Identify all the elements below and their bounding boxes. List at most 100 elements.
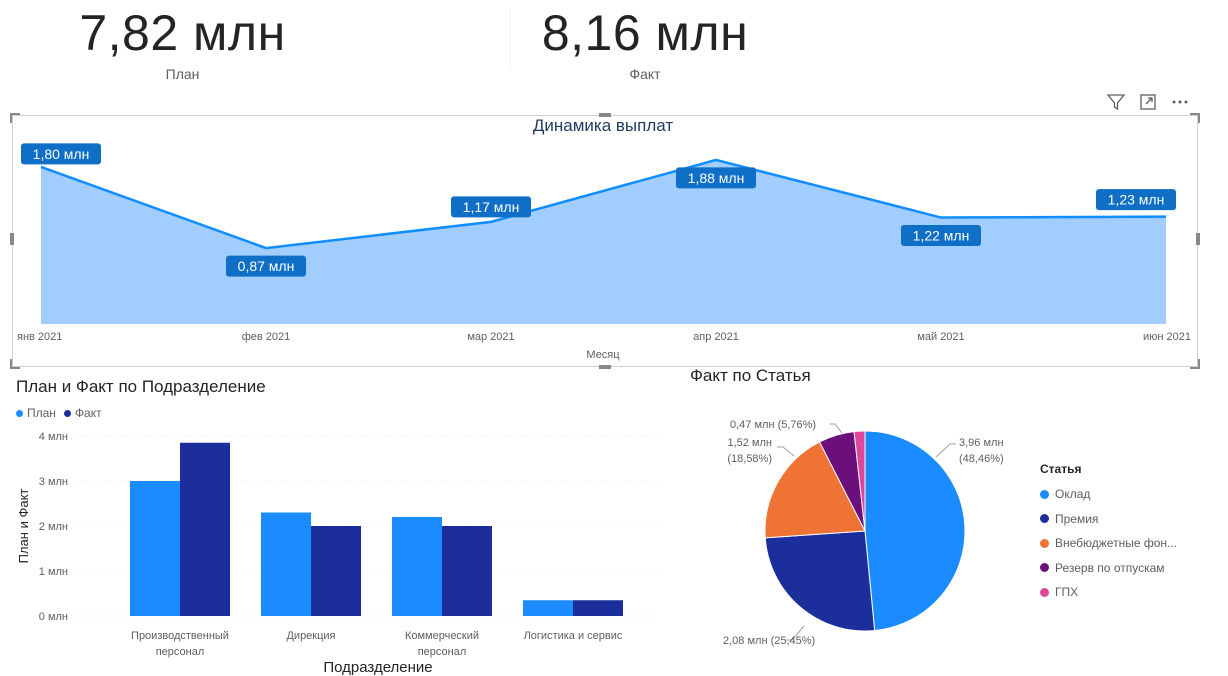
pie-data-label: (18,58%) bbox=[727, 453, 772, 465]
pie-data-label: 0,47 млн (5,76%) bbox=[730, 419, 816, 431]
y-tick-label: 4 млн bbox=[39, 431, 68, 443]
resize-handle-top[interactable] bbox=[599, 113, 611, 117]
x-tick-label: июн 2021 bbox=[1143, 331, 1191, 343]
y-tick-label: 1 млн bbox=[39, 566, 68, 578]
pie-legend-item-oklad[interactable]: Оклад bbox=[1040, 482, 1177, 507]
data-label-box bbox=[901, 225, 981, 247]
y-tick-label: 0 млн bbox=[39, 611, 68, 623]
x-axis-title: Подразделение bbox=[323, 659, 432, 676]
focus-mode-icon[interactable] bbox=[1138, 92, 1158, 112]
pie-legend: Статья Оклад Премия Внебюджетные фон... … bbox=[1040, 462, 1177, 605]
legend-label-plan[interactable]: План bbox=[27, 406, 56, 420]
data-label-box bbox=[676, 167, 756, 189]
legend-dot bbox=[1040, 514, 1049, 524]
leader-line bbox=[777, 446, 795, 457]
legend-dot bbox=[1040, 587, 1049, 597]
pie-slice-funds bbox=[764, 441, 866, 539]
resize-handle-right[interactable] bbox=[1196, 233, 1200, 245]
legend-dot bbox=[1040, 563, 1049, 573]
pie-data-label: 2,08 млн (25,45%) bbox=[723, 635, 815, 647]
data-label: 0,87 млн bbox=[238, 258, 295, 274]
selection-corner-tl[interactable] bbox=[10, 113, 20, 123]
x-tick-label: Производственный bbox=[131, 630, 229, 642]
series-line bbox=[40, 158, 1167, 250]
bar-chart-title: План и Факт по Подразделение bbox=[16, 377, 266, 396]
pie-legend-item-gph[interactable]: ГПХ bbox=[1040, 580, 1177, 605]
legend-dot bbox=[1040, 538, 1049, 548]
legend-label: ГПХ bbox=[1055, 585, 1079, 600]
data-label: 1,80 млн bbox=[33, 146, 90, 162]
pie-chart-svg: 3,96 млн (48,46%) 2,08 млн (25,45%) 1,52 мл… bbox=[723, 419, 1004, 647]
pie-data-label: (48,46%) bbox=[959, 453, 1004, 465]
kpi-value-plan: 7,82 млн bbox=[79, 5, 286, 61]
selection-corner-bl[interactable] bbox=[10, 359, 20, 369]
bar-legend: План Факт bbox=[16, 406, 102, 420]
area-fill bbox=[41, 159, 1166, 324]
kpi-card-plan: 7,82 млн План bbox=[60, 0, 305, 82]
resize-handle-left[interactable] bbox=[10, 233, 14, 245]
filter-icon[interactable] bbox=[1106, 92, 1126, 112]
data-label: 1,17 млн bbox=[463, 199, 520, 215]
pie-slice-oklad bbox=[864, 430, 966, 632]
kpi-card-fact: 8,16 млн Факт bbox=[520, 0, 770, 82]
x-tick-label: персонал bbox=[418, 646, 467, 658]
data-label-box bbox=[451, 196, 531, 218]
bar-chart-svg: 0 млн 1 млн 2 млн 3 млн 4 млн План и Факт Прои… bbox=[16, 431, 660, 676]
legend-label: Внебюджетные фон... bbox=[1055, 536, 1178, 551]
pie-slice-gph bbox=[853, 430, 866, 532]
x-tick-label: персонал bbox=[156, 646, 205, 658]
resize-handle-bottom[interactable] bbox=[599, 365, 611, 369]
bar-plan bbox=[523, 600, 573, 616]
data-label-box bbox=[1096, 189, 1176, 211]
more-options-icon[interactable] bbox=[1170, 92, 1190, 112]
pie-data-label: 3,96 млн bbox=[959, 437, 1004, 449]
kpi-label-plan: План bbox=[165, 66, 200, 82]
x-axis-title: Месяц bbox=[586, 349, 620, 361]
data-label-box bbox=[226, 255, 306, 277]
pie-legend-title: Статья bbox=[1040, 462, 1082, 476]
legend-dot-plan bbox=[16, 409, 23, 417]
kpi-value-fact: 8,16 млн bbox=[541, 5, 749, 61]
selection-corner-br[interactable] bbox=[1190, 359, 1200, 369]
data-label: 1,88 млн bbox=[688, 170, 745, 186]
pie-legend-item-premiya[interactable]: Премия bbox=[1040, 507, 1177, 532]
pie-chart-title: Факт по Статья bbox=[690, 366, 811, 385]
x-tick-label: янв 2021 bbox=[17, 331, 62, 343]
pie-legend-item-reserve[interactable]: Резерв по отпускам bbox=[1040, 556, 1177, 581]
x-tick-label: фев 2021 bbox=[242, 331, 291, 343]
kpi-label-fact: Факт bbox=[629, 66, 661, 82]
x-tick-label: Коммерческий bbox=[405, 630, 479, 642]
legend-label: Оклад bbox=[1055, 487, 1091, 502]
leader-line bbox=[786, 625, 805, 641]
y-tick-label: 3 млн bbox=[39, 476, 68, 488]
data-label-box bbox=[21, 143, 101, 165]
data-label: 1,23 млн bbox=[1108, 192, 1165, 208]
x-tick-label: май 2021 bbox=[917, 331, 964, 343]
bar-plan bbox=[130, 481, 180, 616]
area-chart-svg: Динамика выплат янв 2021 фев 2021 мар 2021 а… bbox=[17, 116, 1191, 361]
visual-header-toolbar bbox=[1106, 92, 1190, 112]
legend-label: Премия bbox=[1055, 511, 1099, 526]
area-chart-title: Динамика выплат bbox=[533, 116, 673, 135]
data-label: 1,22 млн bbox=[913, 228, 970, 244]
legend-label-fact[interactable]: Факт bbox=[74, 406, 102, 420]
bar-fact bbox=[311, 526, 361, 616]
legend-label: Резерв по отпускам bbox=[1055, 560, 1165, 575]
x-tick-label: апр 2021 bbox=[693, 331, 739, 343]
bar-fact bbox=[573, 600, 623, 616]
x-tick-label: мар 2021 bbox=[467, 331, 514, 343]
bar-plan bbox=[392, 517, 442, 616]
bar-fact bbox=[180, 442, 230, 616]
x-tick-label: Дирекция bbox=[286, 630, 335, 642]
pie-legend-item-funds[interactable]: Внебюджетные фон... bbox=[1040, 531, 1177, 556]
payout-dynamics-visual[interactable] bbox=[10, 113, 1200, 369]
y-tick-label: 2 млн bbox=[39, 521, 68, 533]
pie-data-label: 1,52 млн bbox=[727, 437, 772, 449]
y-axis-title: План и Факт bbox=[16, 489, 31, 564]
bar-plan bbox=[261, 512, 311, 616]
legend-dot bbox=[1040, 489, 1049, 499]
x-tick-label: Логистика и сервис bbox=[524, 630, 623, 642]
selection-corner-tr[interactable] bbox=[1190, 113, 1200, 123]
leader-line bbox=[830, 423, 843, 434]
bar-fact bbox=[442, 526, 492, 616]
